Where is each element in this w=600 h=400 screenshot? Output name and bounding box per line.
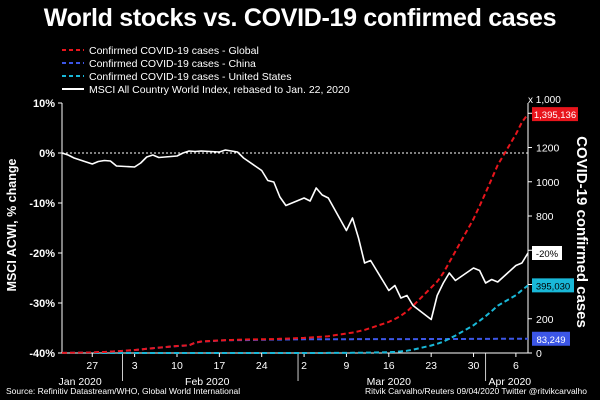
legend: Confirmed COVID-19 cases - Global Confir… (62, 45, 350, 96)
x-day-label: 17 (214, 360, 226, 372)
right-tick-label: 1200 (536, 143, 560, 155)
value-label-china-box (532, 331, 570, 346)
right-tick-label: 800 (536, 211, 554, 223)
right-axis-title: COVID-19 confirmed cases (573, 136, 590, 328)
value-label-global: 1,395,136 (534, 110, 576, 121)
left-tick-label: -40% (29, 348, 55, 360)
left-tick-label: 10% (33, 98, 55, 110)
left-axis-title: MSCI ACWI, % change (5, 159, 19, 292)
legend-label-china: Confirmed COVID-19 cases - China (89, 58, 256, 70)
series-line-msci (61, 149, 529, 321)
x-month-label: Jan 2020 (59, 376, 102, 388)
right-tick-label: 200 (536, 314, 554, 326)
legend-label-global: Confirmed COVID-19 cases - Global (89, 45, 259, 57)
left-tick-label: 0% (39, 148, 55, 160)
x-day-label: 24 (256, 360, 268, 372)
series-line-china (62, 337, 528, 354)
x-month-label: Mar 2020 (367, 376, 412, 388)
right-tick-label: 1000 (536, 177, 560, 189)
right-tick-label: 0 (536, 348, 542, 360)
right-axis-unit: x 1,000 (528, 95, 561, 106)
value-label-china: 83,249 (536, 335, 565, 346)
chart-title: World stocks vs. COVID-19 confirmed case… (43, 4, 557, 32)
series-line-global (61, 113, 529, 354)
x-day-label: 27 (86, 360, 98, 372)
value-label-global-box (532, 107, 578, 122)
x-day-label: 10 (171, 360, 183, 372)
value-label-us-box (532, 278, 574, 293)
x-month-label: Feb 2020 (185, 376, 230, 388)
value-label-msci: -20% (536, 249, 559, 260)
x-day-label: 16 (383, 360, 395, 372)
x-day-label: 23 (425, 360, 437, 372)
x-day-label: 6 (513, 360, 519, 372)
left-tick-label: -10% (29, 198, 55, 210)
x-month-label: Apr 2020 (489, 376, 532, 388)
left-tick-label: -30% (29, 298, 55, 310)
value-label-us: 395,030 (536, 281, 570, 292)
x-day-label: 9 (344, 360, 350, 372)
legend-label-msci: MSCI All Country World Index, rebased to… (89, 84, 350, 96)
left-tick-label: -20% (29, 248, 55, 260)
x-day-label: 2 (301, 360, 307, 372)
x-day-label: 3 (132, 360, 138, 372)
x-day-label: 30 (468, 360, 480, 372)
series-line-us (62, 284, 529, 354)
value-label-msci-box (532, 246, 562, 260)
source-note: Source: Refinitiv Datastream/WHO, Global… (6, 386, 240, 396)
credit-note: Ritvik Carvalho/Reuters 09/04/2020 Twitt… (365, 386, 587, 396)
legend-label-us: Confirmed COVID-19 cases - United States (89, 71, 292, 83)
